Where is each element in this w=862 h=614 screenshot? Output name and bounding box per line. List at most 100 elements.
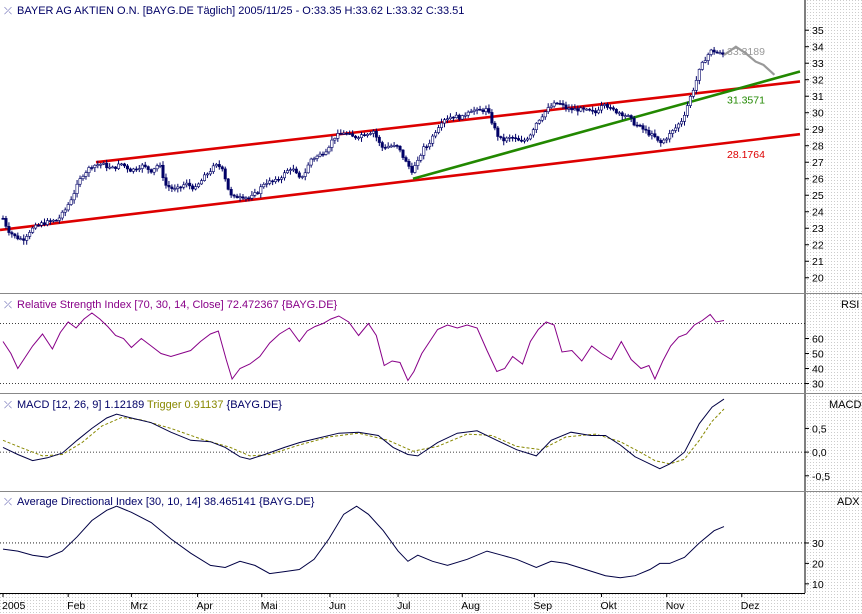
candle-body <box>511 136 515 139</box>
candle-body <box>223 168 227 180</box>
candle <box>158 162 162 169</box>
candle-body <box>238 196 242 199</box>
candle <box>348 130 352 135</box>
candle <box>223 166 227 182</box>
candle <box>434 130 438 139</box>
candle <box>525 136 529 142</box>
candle-body <box>463 114 467 117</box>
price-annotation: 33.3189 <box>727 46 765 58</box>
time-axis: 2005 Feb Mrz Apr Mai Jun Jul Aug Sep Okt Nov Dez <box>0 593 862 614</box>
candle-body <box>336 133 340 139</box>
candle-body <box>703 60 707 63</box>
price-axis-ticks: 20 21 22 23 24 25 26 27 28 29 30 31 32 33 34 35 <box>805 25 824 285</box>
price-panel: 20 21 22 23 24 25 26 27 28 29 30 31 32 33 34 35 33.3189… <box>0 0 862 294</box>
time-axis-label: Aug <box>461 600 480 612</box>
candle-body <box>51 219 55 222</box>
candle <box>416 156 420 170</box>
candle <box>623 113 627 119</box>
rsi-tick-label: 60 <box>812 334 824 346</box>
candle <box>7 222 11 236</box>
candle <box>573 104 577 111</box>
candle-body <box>69 199 73 205</box>
candle-body <box>437 127 441 133</box>
candle-body <box>454 114 458 118</box>
candle <box>653 129 657 139</box>
macd-panel: 0,5 0,0 -0,5 ⤫ MACD [12, 26, 9] 1.12189 Tr… <box>0 394 862 492</box>
candle-body <box>318 153 322 157</box>
candle <box>377 135 381 147</box>
adx-panel-options-icon[interactable]: ⤫ <box>4 497 12 508</box>
candle <box>620 111 624 120</box>
candle <box>105 159 109 172</box>
candle <box>99 162 103 169</box>
candle-body <box>28 232 32 237</box>
candle <box>463 112 467 119</box>
candle-body <box>312 158 316 160</box>
candle-body <box>57 217 61 221</box>
candle <box>691 87 695 99</box>
candle-body <box>534 122 538 130</box>
candle-body <box>632 117 636 126</box>
candle <box>66 202 70 212</box>
candle <box>241 193 245 201</box>
candle-body <box>422 146 426 156</box>
candle <box>256 190 260 195</box>
candle-body <box>555 102 559 105</box>
candle-body <box>37 224 41 227</box>
candle <box>84 170 88 180</box>
candle <box>552 100 556 108</box>
candle <box>703 56 707 64</box>
candle-body <box>597 109 601 114</box>
candle <box>585 107 589 111</box>
candle <box>395 144 399 149</box>
candle <box>137 164 141 173</box>
candle-body <box>268 180 272 184</box>
macd-panel-options-icon[interactable]: ⤫ <box>4 400 12 411</box>
candle-body <box>99 163 103 166</box>
candle-body <box>194 186 198 190</box>
candle <box>715 50 719 54</box>
rsi-tick-label: 30 <box>812 379 824 391</box>
rsi-axis-strip <box>805 294 862 393</box>
candle-body <box>351 133 355 137</box>
candle <box>668 129 672 143</box>
candle <box>558 100 562 106</box>
candle <box>10 230 14 238</box>
candle <box>51 218 55 223</box>
macd-axis-strip <box>805 394 862 491</box>
candle <box>487 104 491 115</box>
candle-body <box>561 103 565 106</box>
candle-body <box>214 164 218 167</box>
candle <box>481 107 485 115</box>
candle <box>226 178 230 191</box>
candle <box>4 215 8 229</box>
time-axis-label: Nov <box>666 600 685 612</box>
candle-body <box>668 133 672 140</box>
candle-body <box>161 164 165 179</box>
candle <box>185 179 189 188</box>
candle <box>1 215 5 220</box>
candle <box>259 183 263 198</box>
macd-trigger-label: Trigger 0.91137 <box>147 399 223 411</box>
candle-body <box>629 115 633 119</box>
rsi-line-group <box>2 312 725 382</box>
candle <box>360 131 364 142</box>
panel-options-icon[interactable]: ⤫ <box>4 6 12 17</box>
candle <box>490 109 494 126</box>
candle-body <box>22 238 26 241</box>
candle <box>440 118 444 131</box>
support-trend-line <box>412 70 801 180</box>
candle <box>688 94 692 109</box>
candle <box>697 68 701 85</box>
candle <box>81 174 85 181</box>
candle-body <box>460 115 464 120</box>
rsi-panel-options-icon[interactable]: ⤫ <box>4 300 12 311</box>
candle-body <box>345 133 349 135</box>
candle <box>37 223 41 227</box>
price-candles <box>1 46 725 245</box>
candle-body <box>445 118 449 121</box>
candle <box>351 130 355 138</box>
candle-body <box>431 135 435 144</box>
candle <box>143 161 147 169</box>
candle <box>511 135 515 142</box>
